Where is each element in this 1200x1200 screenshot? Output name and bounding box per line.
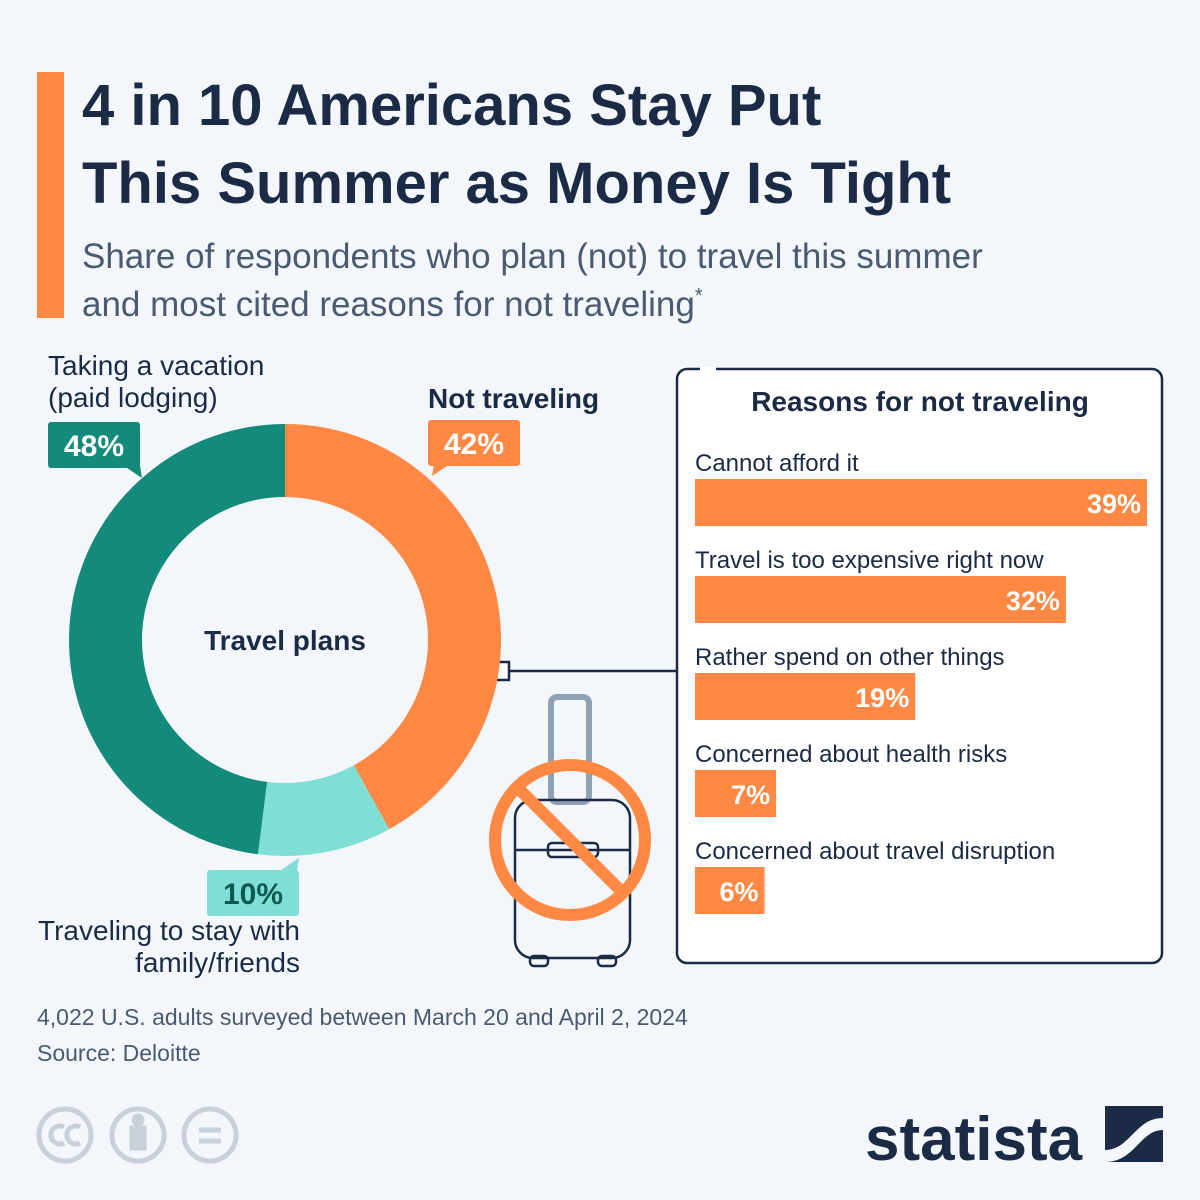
panel-title: Reasons for not traveling [751, 386, 1089, 417]
notes: 4,022 U.S. adults surveyed between March… [37, 1004, 688, 1030]
badge-pointer [432, 464, 450, 476]
bar-category: Cannot afford it [695, 450, 859, 477]
bar-category: Concerned about travel disruption [695, 838, 1055, 865]
accent-bar [37, 72, 64, 318]
bar-value-label: 19% [855, 683, 909, 713]
slice-label: Not traveling [428, 383, 600, 414]
bar [695, 867, 765, 914]
bar-value-label: 32% [1006, 586, 1060, 616]
license-icons [36, 1106, 239, 1164]
bar [695, 770, 777, 817]
bar-category: Concerned about health risks [695, 741, 1007, 768]
subtitle-mark: * [695, 285, 703, 307]
bar-value-label: 7% [731, 780, 770, 810]
brand-icon [1105, 1106, 1163, 1162]
subtitle-line: and most cited reasons for not traveling… [82, 285, 703, 324]
bar [695, 673, 916, 720]
bar [695, 479, 1147, 526]
prohibited-icon [489, 759, 651, 921]
bar-category: Travel is too expensive right now [695, 547, 1044, 574]
bar-value-label: 6% [720, 877, 759, 907]
donut-slice [257, 765, 390, 856]
source: Source: Deloitte [37, 1040, 201, 1066]
brand: statista [865, 1105, 1083, 1174]
bar [695, 576, 1066, 623]
badge [207, 870, 299, 916]
title-line: 4 in 10 Americans Stay Put [82, 73, 821, 138]
badge-pointer [124, 466, 142, 478]
title-line: This Summer as Money Is Tight [82, 151, 951, 216]
subtitle-text: and most cited reasons for not traveling [82, 285, 695, 324]
badge [48, 422, 140, 468]
slice-label: Taking a vacation (paid lodging) [48, 350, 265, 413]
badge-pointer [281, 858, 299, 870]
center-label: Travel plans [204, 625, 366, 656]
badge [428, 420, 520, 466]
slice-value-label: 48% [64, 430, 124, 463]
slice-label: Traveling to stay with family/friends [38, 915, 300, 978]
donut-slice [68, 424, 285, 855]
suitcase-icon [513, 694, 632, 968]
bar-category: Rather spend on other things [695, 644, 1005, 671]
slice-value-label: 42% [444, 428, 504, 461]
subtitle-line: Share of respondents who plan (not) to t… [82, 237, 983, 276]
bar-value-label: 39% [1087, 489, 1141, 519]
donut-slice [285, 424, 502, 830]
slice-value-label: 10% [223, 878, 283, 911]
